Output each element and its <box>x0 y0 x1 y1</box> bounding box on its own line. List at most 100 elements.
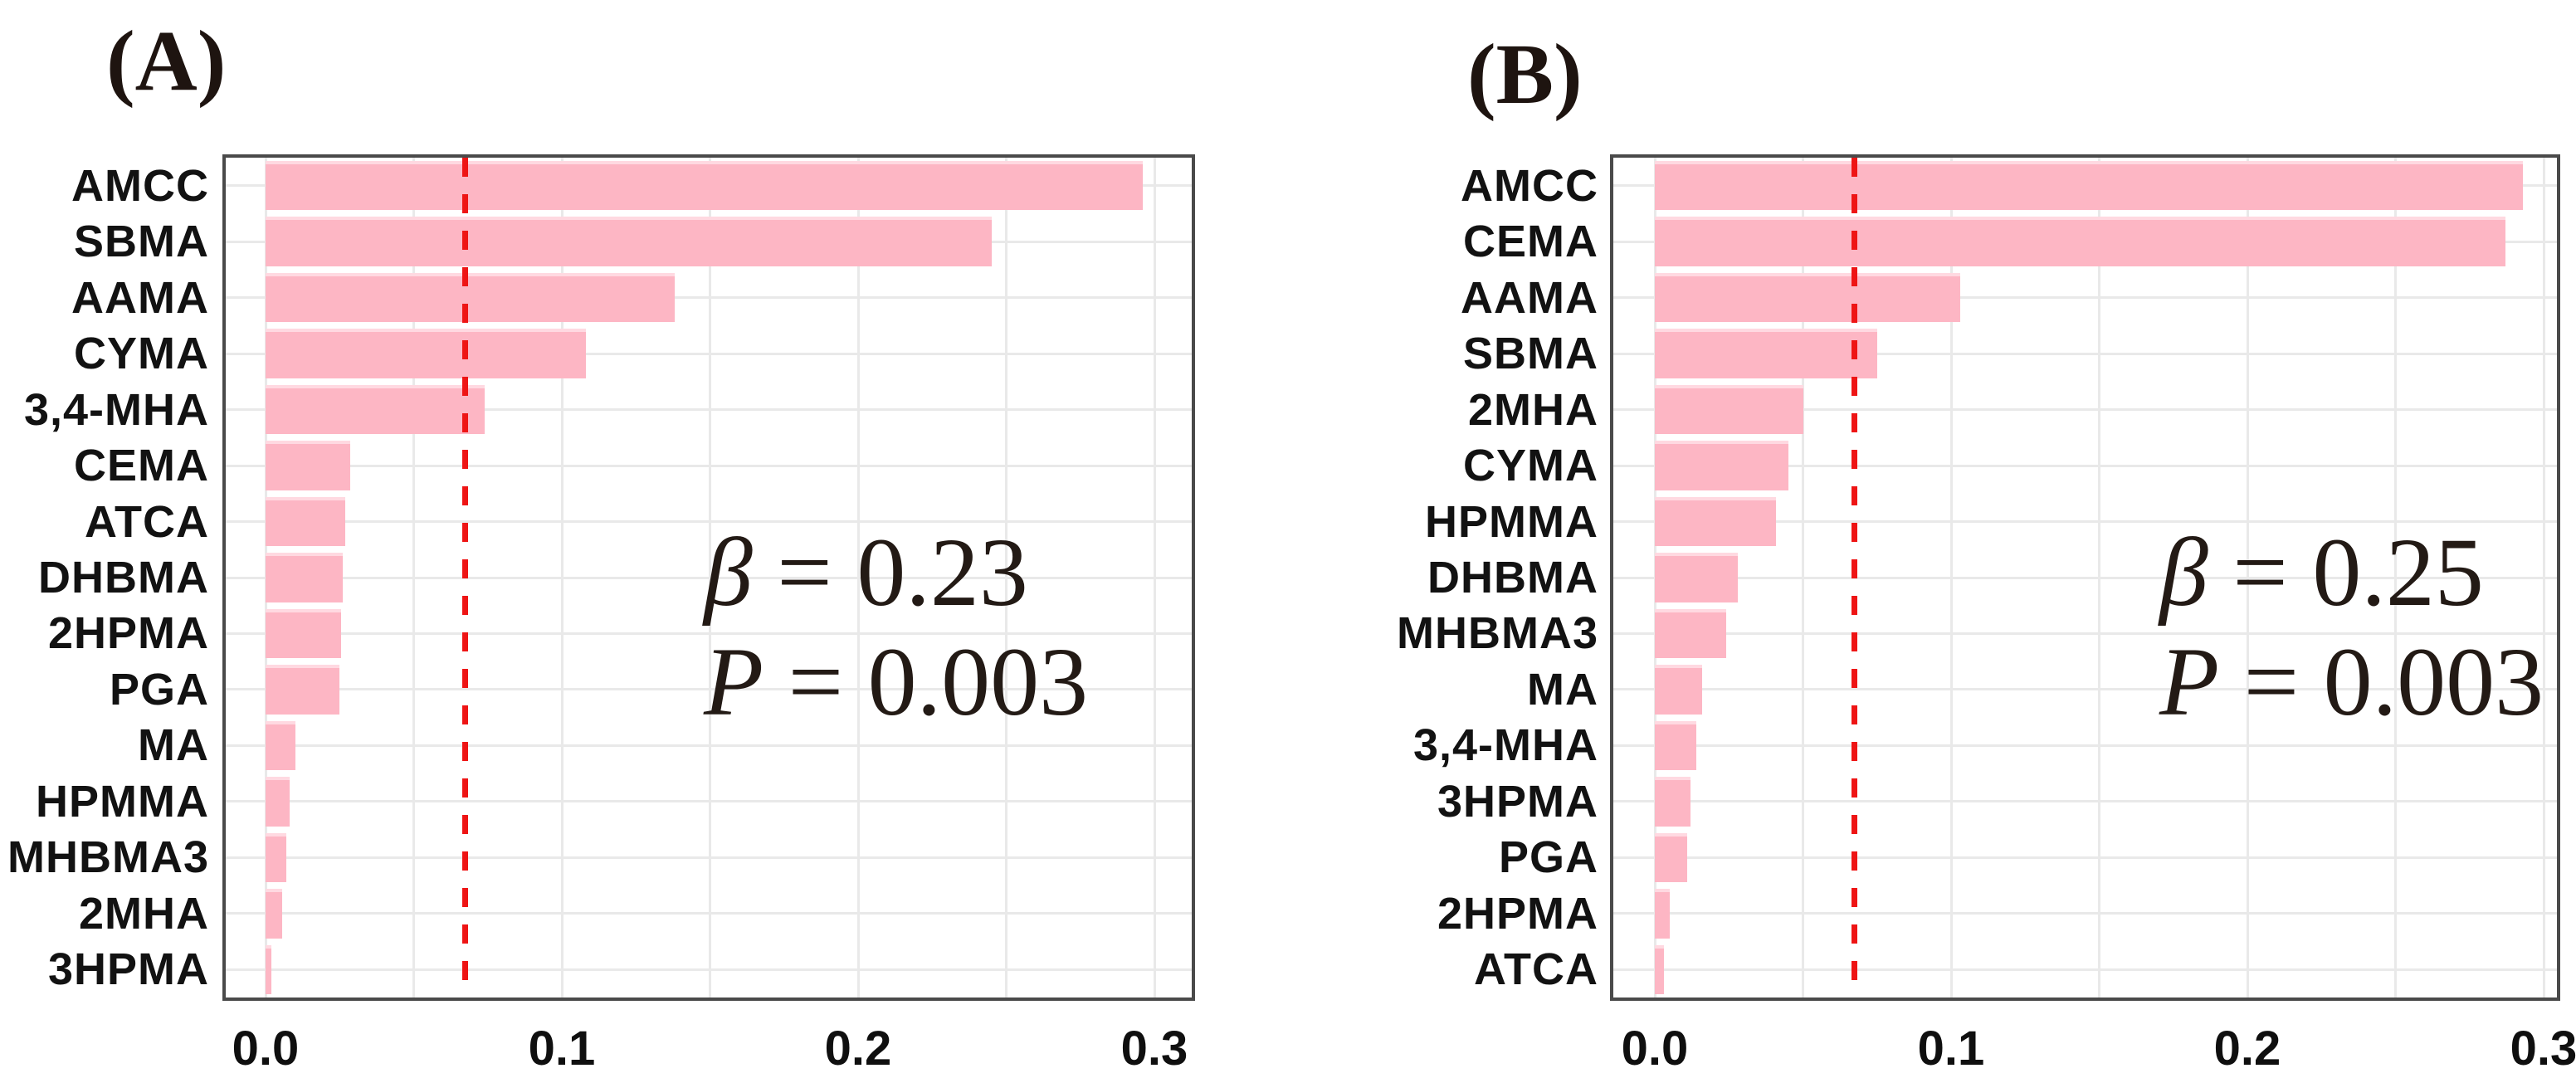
gridline-vertical <box>2394 158 2397 998</box>
bar-mhbma3 <box>1655 608 1726 659</box>
gridline-horizontal <box>1613 856 2557 859</box>
panel-a-title: (A) <box>106 13 227 109</box>
bar-aama <box>266 272 675 323</box>
y-axis-label: 2MHA <box>78 888 209 939</box>
bar-3-4-mha <box>1655 720 1696 771</box>
y-axis-label: AMCC <box>1461 160 1598 211</box>
bar-cyma <box>266 329 586 378</box>
bar-3hpma <box>1655 777 1690 827</box>
bar-atca <box>1655 944 1664 994</box>
y-axis-label: SBMA <box>74 217 209 267</box>
gridline-vertical <box>1802 158 1804 998</box>
gridline-vertical <box>2246 158 2249 998</box>
y-axis-label: CEMA <box>74 441 209 491</box>
beta-value-b: β = 0.25 <box>2159 518 2484 627</box>
y-axis-label: ATCA <box>85 496 209 547</box>
y-axis-label: CEMA <box>1463 217 1598 267</box>
plot-area-a <box>222 154 1195 1001</box>
y-axis-label: DHBMA <box>1427 553 1598 602</box>
bar-sbma <box>266 217 992 266</box>
gridline-horizontal <box>1613 464 2557 467</box>
y-axis-label: 2HPMA <box>1437 888 1598 939</box>
bar-ma <box>266 720 295 771</box>
gridline-vertical <box>856 158 860 998</box>
y-axis-label: 3HPMA <box>47 944 209 995</box>
gridline-horizontal <box>1613 296 2557 300</box>
bar-sbma <box>1655 329 1877 378</box>
x-axis-tick-label: 0.3 <box>2510 1022 2576 1076</box>
y-axis-label: CYMA <box>74 329 209 379</box>
x-axis-tick-label: 0.0 <box>1621 1022 1689 1076</box>
bar-amcc <box>1655 161 2523 211</box>
x-axis-tick-label: 0.2 <box>2213 1022 2281 1076</box>
bar-2mha <box>266 889 282 939</box>
gridline-horizontal <box>1613 352 2557 355</box>
bar-3hpma <box>266 944 272 994</box>
gridline-horizontal <box>1613 968 2557 971</box>
y-axis-label: PGA <box>109 664 209 715</box>
gridline-vertical <box>1949 158 1953 998</box>
bar-cyma <box>1655 441 1788 490</box>
y-axis-label: HPMMA <box>36 776 209 827</box>
bar-2hpma <box>1655 889 1670 939</box>
y-axis-label: 2HPMA <box>47 608 209 659</box>
bar-ma <box>1655 665 1703 715</box>
bar-3-4-mha <box>266 384 485 435</box>
y-axis-label: MHBMA3 <box>1397 608 1598 659</box>
gridline-horizontal <box>1613 744 2557 747</box>
reference-line <box>462 158 469 998</box>
gridline-vertical <box>1005 158 1007 998</box>
gridline-horizontal <box>1613 408 2557 412</box>
y-axis-label: 3,4-MHA <box>1412 720 1598 771</box>
y-axis-label: MHBMA3 <box>7 832 209 883</box>
bar-pga <box>266 665 340 715</box>
y-axis-label: PGA <box>1498 832 1598 883</box>
x-axis-tick-label: 0.1 <box>528 1022 596 1076</box>
bar-aama <box>1655 272 1960 323</box>
gridline-horizontal <box>1613 912 2557 915</box>
gridline-vertical <box>560 158 564 998</box>
y-axis-label: MA <box>138 720 209 771</box>
gridline-horizontal <box>1613 688 2557 691</box>
gridline-vertical <box>2542 158 2545 998</box>
y-axis-label: AAMA <box>71 272 209 323</box>
y-axis-label: AMCC <box>71 160 209 211</box>
y-axis-label: DHBMA <box>38 553 209 602</box>
stats-annotation-a: β = 0.23 P = 0.003 <box>704 518 1088 737</box>
x-axis-tick-label: 0.0 <box>232 1022 300 1076</box>
bar-atca <box>266 496 346 547</box>
beta-value-a: β = 0.23 <box>704 518 1028 627</box>
bar-hpmma <box>1655 496 1777 547</box>
bar-dhbma <box>1655 553 1738 602</box>
y-axis-label: 3HPMA <box>1437 776 1598 827</box>
gridline-horizontal <box>1613 520 2557 524</box>
p-value-b: P = 0.003 <box>2159 627 2544 736</box>
panel-b-title: (B) <box>1467 27 1583 122</box>
bar-2hpma <box>266 608 342 659</box>
bar-amcc <box>266 161 1143 211</box>
gridline-vertical <box>412 158 415 998</box>
reference-line <box>1852 158 1858 998</box>
y-axis-label: HPMMA <box>1425 496 1598 547</box>
y-axis-label: CYMA <box>1463 441 1598 491</box>
gridline-vertical <box>1153 158 1156 998</box>
x-axis-tick-label: 0.2 <box>824 1022 892 1076</box>
plot-area-b <box>1610 154 2560 1001</box>
y-axis-label: 2MHA <box>1467 384 1598 435</box>
stats-annotation-b: β = 0.25 P = 0.003 <box>2159 518 2544 737</box>
y-axis-label: AAMA <box>1461 272 1598 323</box>
bar-hpmma <box>266 777 290 827</box>
x-axis-tick-label: 0.1 <box>1917 1022 1985 1076</box>
y-axis-label: MA <box>1527 664 1598 715</box>
y-axis-label: 3,4-MHA <box>23 384 209 435</box>
y-axis-label: SBMA <box>1463 329 1598 379</box>
gridline-horizontal <box>1613 800 2557 803</box>
gridline-horizontal <box>1613 632 2557 635</box>
p-value-a: P = 0.003 <box>704 627 1089 736</box>
bar-mhbma3 <box>266 832 286 883</box>
bar-pga <box>1655 832 1688 883</box>
gridline-horizontal <box>1613 576 2557 579</box>
bar-dhbma <box>266 553 343 602</box>
bar-cema <box>266 441 350 490</box>
bar-cema <box>1655 217 2505 266</box>
